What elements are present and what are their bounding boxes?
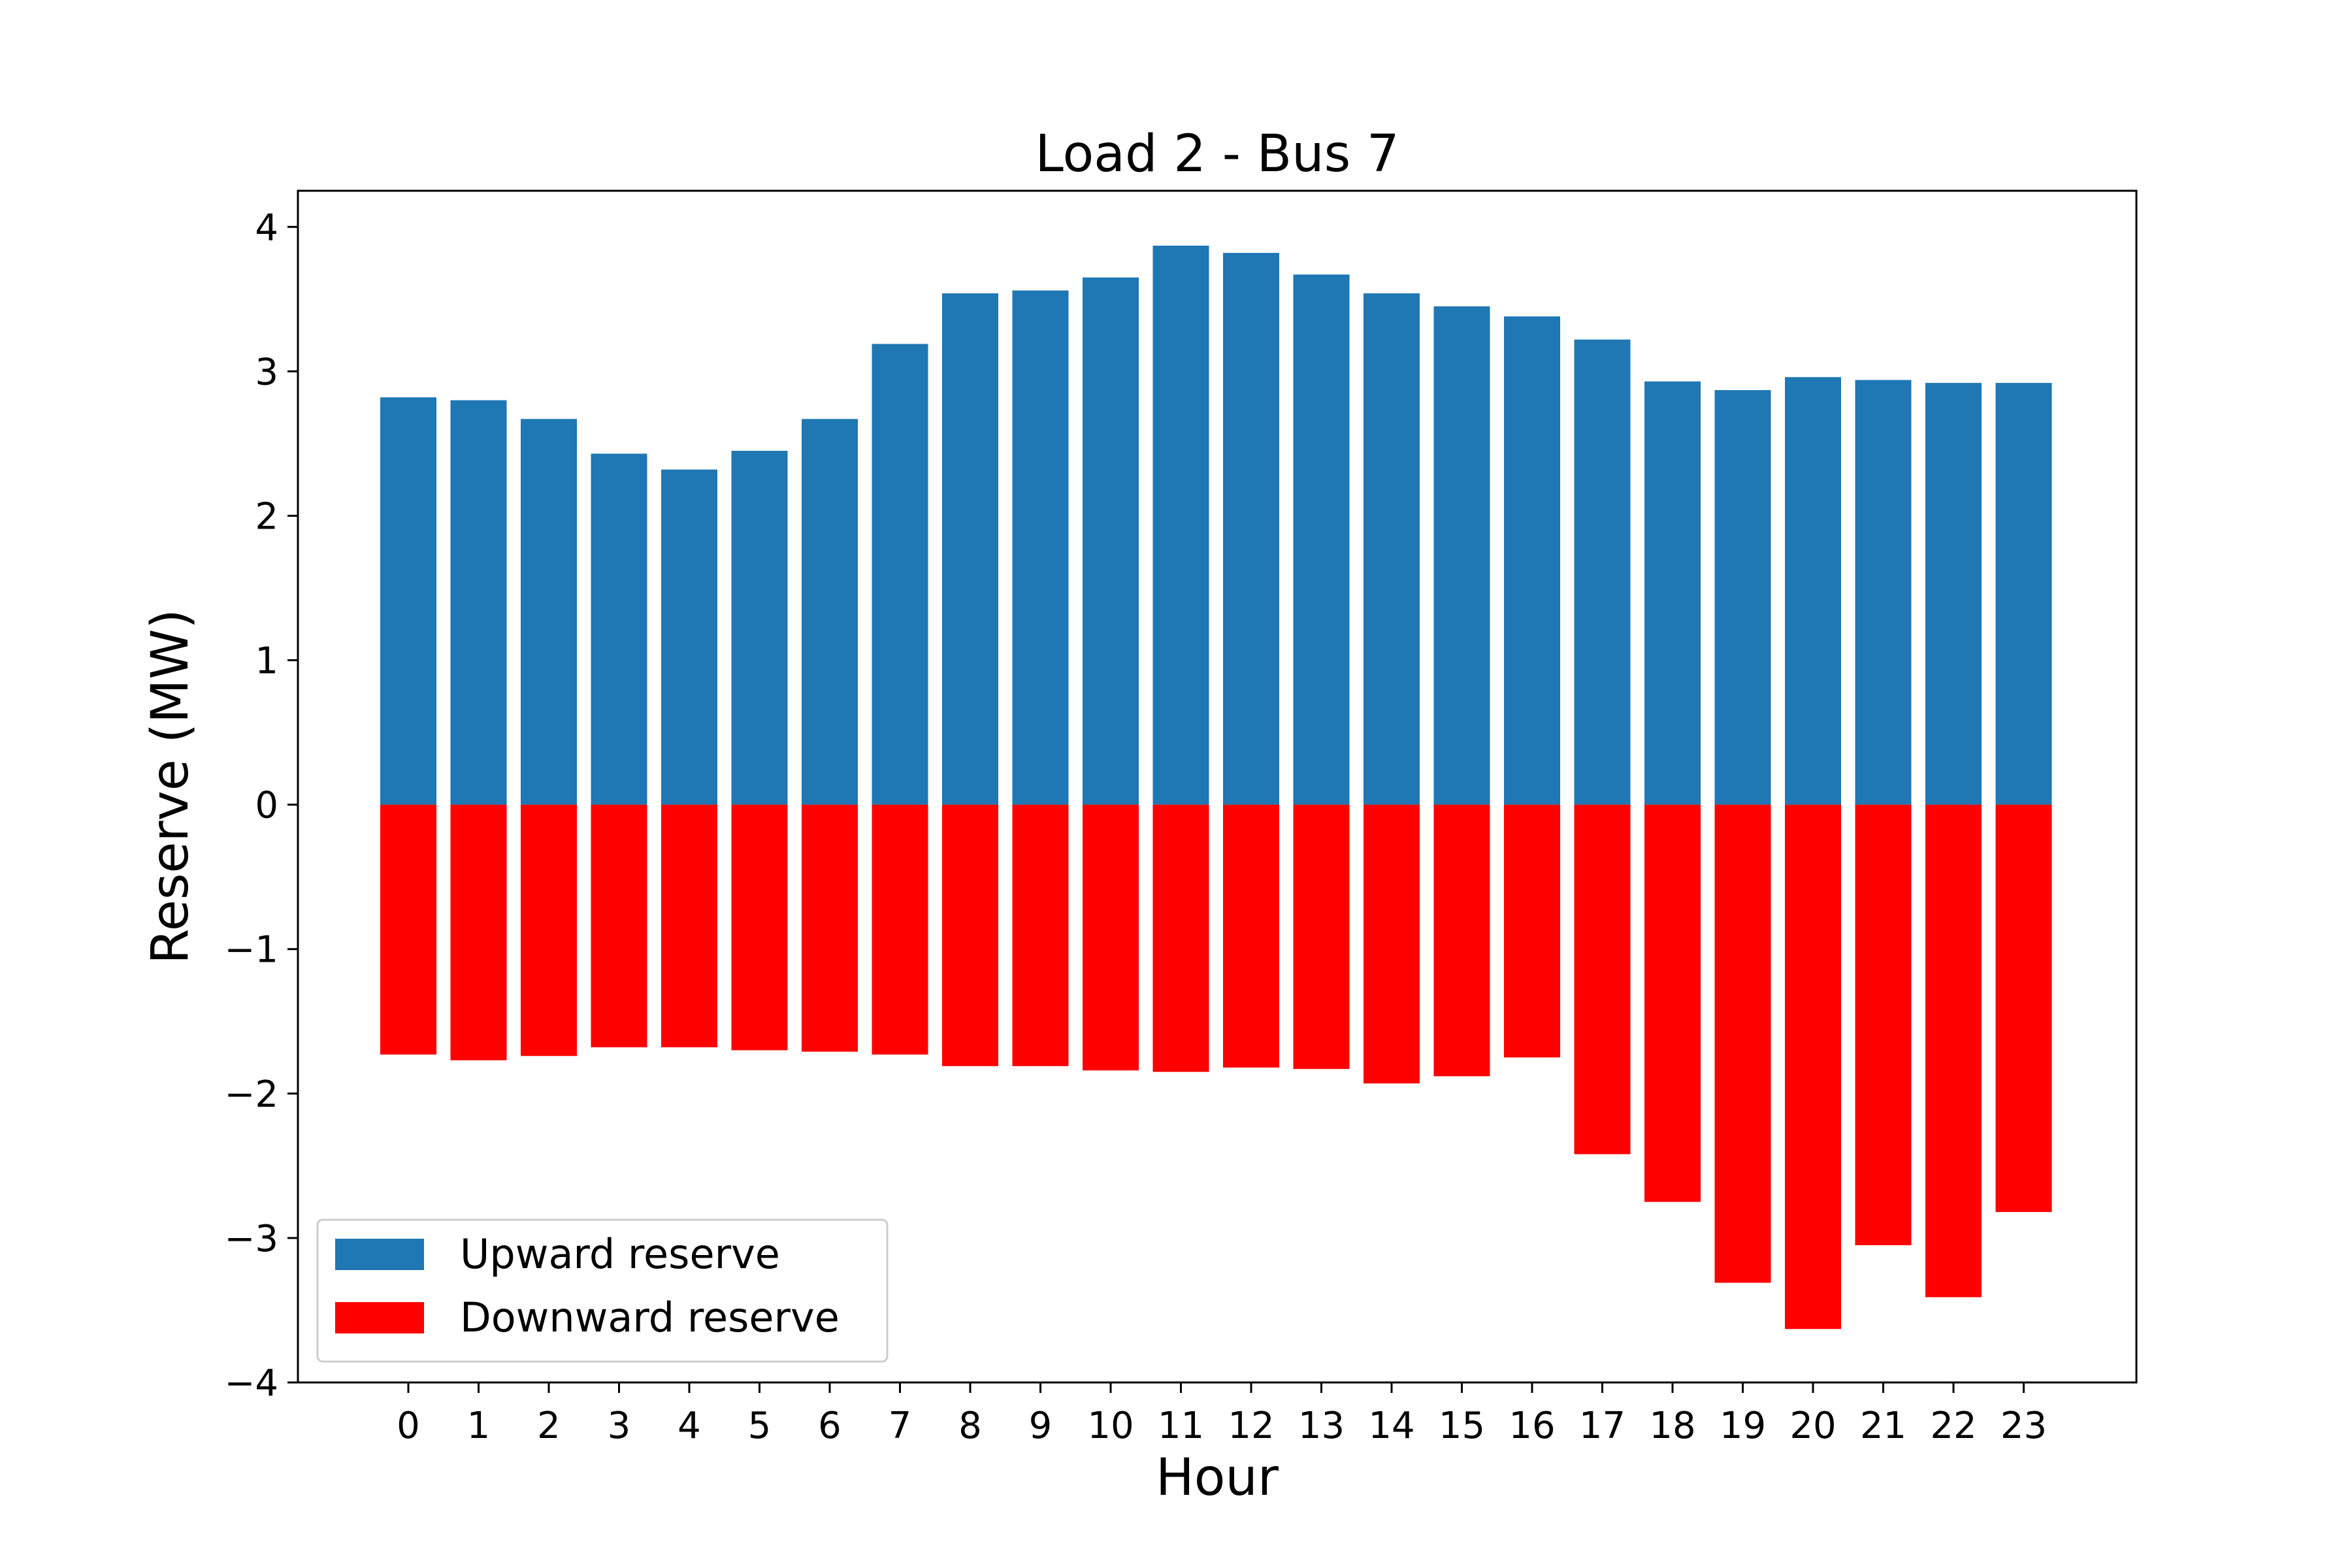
x-tick-label: 5 bbox=[748, 1405, 772, 1447]
y-tick-label: 1 bbox=[255, 640, 278, 683]
x-tick-label: 1 bbox=[467, 1405, 491, 1447]
downward-bar-13 bbox=[1293, 804, 1350, 1070]
x-tick-label: 22 bbox=[1930, 1405, 1976, 1447]
upward-bar-19 bbox=[1714, 390, 1771, 805]
upward-bar-12 bbox=[1223, 253, 1279, 805]
downward-bar-6 bbox=[802, 804, 858, 1052]
y-tick-label: 3 bbox=[255, 351, 278, 393]
y-tick-label: −3 bbox=[224, 1218, 278, 1260]
upward-bar-21 bbox=[1855, 380, 1912, 805]
x-tick-label: 18 bbox=[1649, 1405, 1695, 1447]
upward-bar-10 bbox=[1083, 277, 1139, 805]
upward-bar-14 bbox=[1364, 293, 1420, 805]
bars-group bbox=[380, 246, 2052, 1330]
upward-bar-20 bbox=[1785, 377, 1841, 805]
x-tick-label: 17 bbox=[1579, 1405, 1625, 1447]
x-tick-label: 7 bbox=[889, 1405, 912, 1447]
downward-bar-12 bbox=[1223, 804, 1279, 1068]
downward-bar-5 bbox=[731, 804, 788, 1051]
upward-bar-13 bbox=[1293, 274, 1350, 805]
upward-bar-22 bbox=[1925, 383, 1982, 805]
downward-bar-1 bbox=[450, 804, 507, 1060]
downward-bar-7 bbox=[872, 804, 928, 1055]
downward-bar-19 bbox=[1714, 804, 1771, 1283]
downward-bar-15 bbox=[1433, 804, 1490, 1077]
x-tick-label: 4 bbox=[678, 1405, 701, 1447]
x-tick-label: 0 bbox=[397, 1405, 420, 1447]
y-tick-label: 4 bbox=[255, 206, 278, 249]
upward-bar-9 bbox=[1012, 290, 1069, 805]
downward-bar-22 bbox=[1925, 804, 1982, 1298]
downward-bar-8 bbox=[942, 804, 998, 1066]
downward-bar-21 bbox=[1855, 804, 1912, 1245]
chart-title: Load 2 - Bus 7 bbox=[1035, 125, 1399, 184]
downward-bar-17 bbox=[1574, 804, 1631, 1154]
upward-bar-23 bbox=[1995, 383, 2052, 805]
upward-bar-1 bbox=[450, 400, 507, 805]
downward-bar-18 bbox=[1644, 804, 1701, 1202]
downward-bar-0 bbox=[380, 804, 436, 1055]
x-tick-label: 10 bbox=[1087, 1405, 1134, 1447]
legend-box bbox=[316, 1218, 889, 1363]
downward-bar-16 bbox=[1504, 804, 1560, 1058]
upward-bar-0 bbox=[380, 397, 436, 805]
upward-bar-6 bbox=[802, 419, 858, 805]
y-tick-label: −4 bbox=[224, 1362, 278, 1405]
upward-bar-16 bbox=[1504, 316, 1560, 805]
upward-bar-18 bbox=[1644, 381, 1701, 805]
downward-bar-10 bbox=[1083, 804, 1139, 1071]
legend: Upward reserve Downward reserve bbox=[316, 1218, 889, 1363]
x-tick-label: 9 bbox=[1029, 1405, 1053, 1447]
x-tick-label: 12 bbox=[1228, 1405, 1274, 1447]
x-tick-label: 3 bbox=[608, 1405, 631, 1447]
y-axis: 4 3 2 1 0 −1 −2 −3 −4 bbox=[224, 206, 298, 1405]
x-axis: 0 1 2 3 4 5 6 7 8 9 10 11 12 13 14 15 16 17 18 19 20 21 22 23 bbox=[397, 1382, 2047, 1447]
y-tick-label: −2 bbox=[224, 1073, 278, 1116]
upward-bar-15 bbox=[1433, 306, 1490, 805]
plot-frame bbox=[297, 189, 2138, 1384]
downward-bar-11 bbox=[1152, 804, 1209, 1072]
downward-bar-3 bbox=[591, 804, 647, 1047]
legend-swatch-downward bbox=[335, 1302, 424, 1333]
x-tick-label: 14 bbox=[1368, 1405, 1414, 1447]
downward-bar-20 bbox=[1785, 804, 1841, 1330]
upward-bar-4 bbox=[661, 469, 717, 805]
legend-swatch-upward bbox=[335, 1239, 424, 1270]
x-tick-label: 19 bbox=[1720, 1405, 1766, 1447]
x-tick-label: 15 bbox=[1439, 1405, 1485, 1447]
x-tick-label: 8 bbox=[958, 1405, 982, 1447]
downward-bar-23 bbox=[1995, 804, 2052, 1213]
downward-bar-14 bbox=[1364, 804, 1420, 1084]
x-tick-label: 23 bbox=[2001, 1405, 2047, 1447]
upward-bar-11 bbox=[1152, 246, 1209, 805]
legend-label-upward: Upward reserve bbox=[460, 1230, 780, 1278]
y-tick-label: −1 bbox=[224, 929, 278, 972]
downward-bar-9 bbox=[1012, 804, 1069, 1066]
x-tick-label: 20 bbox=[1789, 1405, 1836, 1447]
y-axis-title: Reserve (MW) bbox=[141, 609, 200, 964]
x-tick-label: 16 bbox=[1509, 1405, 1555, 1447]
downward-bar-4 bbox=[661, 804, 717, 1047]
y-tick-label: 2 bbox=[255, 495, 278, 538]
x-tick-label: 6 bbox=[818, 1405, 841, 1447]
upward-bar-3 bbox=[591, 453, 647, 805]
x-tick-label: 13 bbox=[1298, 1405, 1345, 1447]
upward-bar-7 bbox=[872, 344, 928, 805]
y-tick-label: 0 bbox=[255, 785, 278, 827]
upward-bar-8 bbox=[942, 293, 998, 805]
downward-bar-2 bbox=[521, 804, 577, 1056]
x-tick-label: 2 bbox=[537, 1405, 561, 1447]
x-tick-label: 21 bbox=[1860, 1405, 1906, 1447]
x-tick-label: 11 bbox=[1158, 1405, 1204, 1447]
upward-bar-2 bbox=[521, 419, 577, 805]
upward-bar-5 bbox=[731, 451, 788, 805]
upward-bar-17 bbox=[1574, 339, 1631, 805]
legend-label-downward: Downward reserve bbox=[460, 1294, 840, 1341]
x-axis-title: Hour bbox=[1156, 1448, 1279, 1507]
